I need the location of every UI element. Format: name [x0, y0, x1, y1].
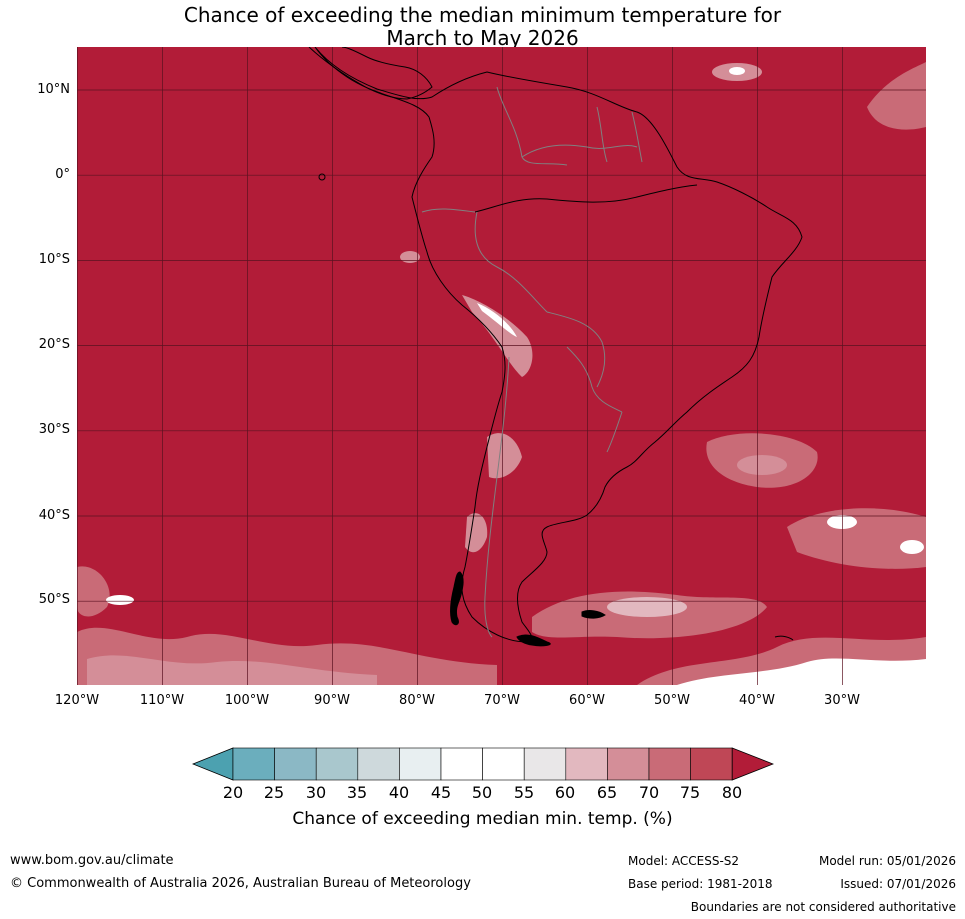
border-chile-argentina [484, 356, 510, 638]
patch-south-ocean-inner [87, 655, 377, 685]
patch-andes-central [487, 433, 522, 479]
patch-andes-peru-white [477, 303, 517, 337]
lon-label-30w: 30°W [824, 693, 860, 708]
colorbar-tick-55: 55 [513, 783, 535, 802]
colorbar-segment [482, 747, 525, 781]
border-bolivia-brazil [546, 311, 606, 388]
south-america-coastline [314, 47, 803, 643]
patch-northeast-atlantic [867, 62, 926, 130]
website-link[interactable]: www.bom.gov.au/climate [10, 853, 174, 868]
tierra-del-fuego [516, 634, 551, 647]
lon-label-50w: 50°W [654, 693, 690, 708]
lat-label-10n: 10°N [37, 82, 70, 97]
colorbar-segment [440, 747, 483, 781]
lat-lon-grid [77, 47, 926, 685]
colorbar-tick-75: 75 [679, 783, 701, 802]
map-title-line2: March to May 2026 [386, 26, 579, 50]
colorbar-segment [232, 747, 275, 781]
colorbar-arrow-high [731, 747, 775, 781]
colorbar-tick-50: 50 [471, 783, 493, 802]
lon-label-110w: 110°W [139, 693, 185, 708]
patch-northeast-white [729, 67, 745, 75]
patch-west-ocean-white [106, 595, 134, 605]
patch-east-atlantic [787, 508, 926, 569]
issued-date: Issued: 07/01/2026 [840, 877, 956, 891]
falkland-islands [581, 610, 606, 619]
lon-label-70w: 70°W [484, 693, 520, 708]
colorbar-tick-20: 20 [222, 783, 244, 802]
lat-label-20s: 20°S [38, 337, 70, 352]
border-venezuela-brazil [521, 144, 638, 158]
lat-label-40s: 40°S [38, 508, 70, 523]
model-name: Model: ACCESS-S2 [628, 854, 740, 868]
colorbar-tick-80: 80 [721, 783, 743, 802]
colorbar-segment [357, 747, 400, 781]
lon-label-60w: 60°W [569, 693, 605, 708]
patch-east-atlantic-white [827, 515, 857, 529]
patch-patagonia [465, 513, 488, 553]
patch-pacific-peru [400, 251, 420, 263]
map-area [77, 47, 926, 685]
colorbar-tick-30: 30 [305, 783, 327, 802]
border-guianas [596, 106, 643, 163]
patch-west-ocean [77, 566, 110, 617]
central-america-coastline [308, 47, 433, 100]
copyright-text: © Commonwealth of Australia 2026, Austra… [10, 876, 471, 891]
colorbar-segment [399, 747, 442, 781]
lat-label-50s: 50°S [38, 592, 70, 607]
patch-southwest-atlantic-light [737, 455, 787, 475]
map-title: Chance of exceeding the median minimum t… [0, 4, 965, 50]
lon-label-40w: 40°W [739, 693, 775, 708]
colorbar-tick-45: 45 [430, 783, 452, 802]
model-run-date: Model run: 05/01/2026 [818, 854, 956, 868]
lat-label-equator: 0° [55, 167, 70, 182]
lat-label-30s: 30°S [38, 422, 70, 437]
colorbar-tick-60: 60 [554, 783, 576, 802]
south-georgia [774, 635, 794, 641]
lat-label-10s: 10°S [38, 252, 70, 267]
colorbar-graphic [191, 747, 775, 781]
border-ecuador [421, 208, 476, 213]
map-background [77, 47, 926, 685]
colorbar [191, 747, 775, 781]
colorbar-segment [607, 747, 650, 781]
colorbar-segment [315, 747, 359, 781]
colorbar-arrow-low [191, 747, 234, 781]
amazon-river [474, 184, 698, 213]
colorbar-segment [565, 747, 608, 781]
border-argentina-uruguay [606, 411, 623, 453]
colorbar-segment [648, 747, 691, 781]
colorbar-tick-25: 25 [263, 783, 285, 802]
border-peru-brazil [474, 211, 548, 313]
base-period: Base period: 1981-2018 [628, 877, 773, 891]
country-borders [421, 86, 643, 638]
patch-andes-peru [462, 295, 533, 377]
colorbar-segment [690, 747, 733, 781]
patch-southeast-ocean-white [677, 658, 926, 685]
map-canvas [77, 47, 926, 685]
map-title-line1: Chance of exceeding the median minimum t… [183, 3, 782, 27]
colorbar-segment [274, 747, 317, 781]
colorbar-tick-65: 65 [596, 783, 618, 802]
colorbar-segment [523, 747, 567, 781]
probability-patches [77, 62, 926, 685]
continent-outline [308, 47, 803, 647]
colorbar-tick-70: 70 [638, 783, 660, 802]
galapagos-islands [318, 173, 326, 181]
boundary-disclaimer: Boundaries are not considered authoritat… [690, 900, 956, 914]
lon-label-120w: 120°W [54, 693, 100, 708]
colorbar-label: Chance of exceeding median min. temp. (%… [292, 809, 673, 829]
lon-label-100w: 100°W [224, 693, 270, 708]
patch-argentina-shelf-light [607, 597, 687, 617]
chile-fjords [450, 571, 464, 626]
colorbar-tick-40: 40 [388, 783, 410, 802]
lon-label-90w: 90°W [314, 693, 350, 708]
patch-east-atlantic-white2 [900, 540, 924, 554]
colorbar-tick-35: 35 [346, 783, 368, 802]
border-paraguay [566, 346, 623, 413]
lon-label-80w: 80°W [399, 693, 435, 708]
